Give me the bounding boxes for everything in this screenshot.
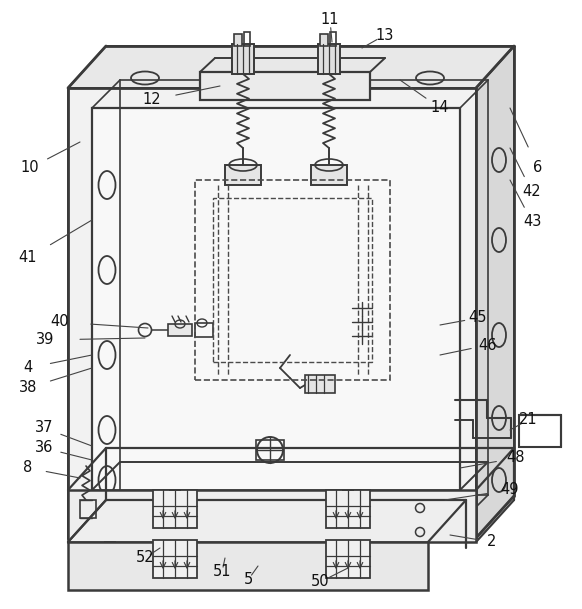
Text: 12: 12: [143, 93, 161, 108]
Bar: [244, 32, 250, 46]
Bar: [318, 44, 340, 74]
Polygon shape: [68, 46, 514, 88]
Text: 37: 37: [35, 420, 53, 435]
Text: 51: 51: [213, 565, 231, 580]
Text: 50: 50: [311, 574, 329, 590]
Polygon shape: [476, 46, 514, 538]
Text: 2: 2: [487, 535, 496, 549]
Text: 5: 5: [243, 572, 253, 588]
Text: 6: 6: [533, 161, 542, 175]
Text: 11: 11: [321, 13, 339, 27]
Bar: [92, 108, 460, 523]
Bar: [213, 198, 372, 362]
Bar: [326, 490, 370, 528]
Text: 14: 14: [431, 100, 449, 116]
Text: 48: 48: [507, 451, 525, 465]
Text: 41: 41: [19, 250, 37, 266]
Bar: [153, 540, 197, 578]
Bar: [234, 34, 242, 46]
Bar: [305, 375, 335, 393]
Text: 40: 40: [51, 314, 69, 329]
Text: 46: 46: [479, 337, 497, 353]
Bar: [68, 490, 476, 542]
Bar: [80, 500, 96, 518]
Bar: [320, 34, 328, 46]
Bar: [195, 323, 213, 337]
Text: 36: 36: [35, 440, 53, 456]
Text: 43: 43: [523, 214, 541, 230]
Bar: [153, 490, 197, 528]
Text: 4: 4: [23, 361, 33, 376]
Text: 49: 49: [501, 482, 519, 498]
Bar: [519, 415, 561, 447]
Text: 8: 8: [23, 460, 33, 476]
Bar: [330, 32, 336, 46]
Text: 39: 39: [36, 333, 54, 348]
Text: 10: 10: [21, 161, 40, 175]
Bar: [168, 324, 192, 336]
Bar: [225, 165, 261, 185]
Bar: [256, 440, 284, 460]
Bar: [326, 540, 370, 578]
Text: 42: 42: [523, 185, 541, 200]
Bar: [311, 165, 347, 185]
Text: 13: 13: [376, 27, 394, 43]
Bar: [68, 542, 428, 590]
Bar: [232, 44, 254, 74]
Bar: [200, 72, 370, 100]
Text: 45: 45: [469, 311, 487, 325]
Polygon shape: [68, 88, 476, 538]
Bar: [68, 88, 476, 538]
Bar: [195, 180, 390, 380]
Text: 21: 21: [519, 412, 537, 428]
Text: 52: 52: [136, 551, 154, 566]
Text: 38: 38: [19, 381, 37, 395]
